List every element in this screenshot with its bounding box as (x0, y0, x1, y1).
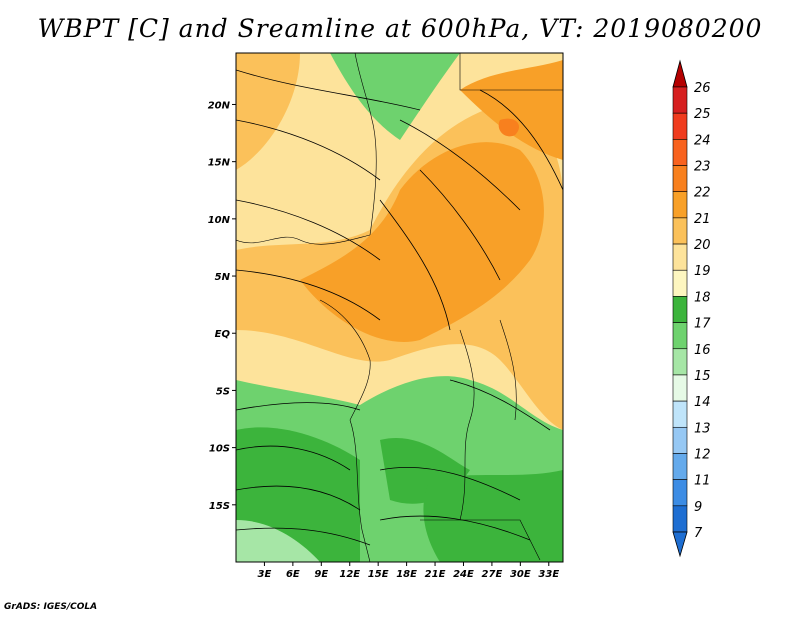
colorbar-swatch (672, 191, 688, 219)
colorbar-swatch (672, 400, 688, 428)
lon-tick-label: 21E (425, 569, 446, 580)
colorbar-level-label: 9 (694, 500, 702, 515)
colorbar-level-label: 16 (694, 343, 711, 358)
colorbar-level-label: 12 (694, 447, 711, 462)
colorbar-level-label: 21 (694, 212, 711, 227)
lon-tick-label: 3E (258, 569, 272, 580)
lat-tick-label: 10N (208, 215, 231, 226)
lon-tick-label: 30E (510, 569, 531, 580)
lon-tick-label: 6E (286, 569, 300, 580)
colorbar-swatch (672, 217, 688, 245)
colorbar-level-label: 26 (694, 81, 711, 96)
colorbar-level-label: 19 (694, 264, 711, 279)
streamlines (236, 69, 563, 546)
wbpt-field (236, 53, 563, 562)
colorbar-swatch (672, 165, 688, 193)
lon-tick-label: 24E (453, 569, 474, 580)
lon-tick-label: 18E (396, 569, 417, 580)
colorbar-level-label: 18 (694, 290, 711, 305)
grads-credit: GrADS: IGES/COLA (4, 602, 98, 612)
colorbar-level-label: 7 (694, 526, 703, 541)
lat-tick-label: 5S (216, 386, 230, 397)
colorbar-top-arrow (672, 59, 688, 88)
lat-tick-label: EQ (215, 329, 231, 340)
lat-tick-label: 20N (208, 100, 231, 111)
lon-tick-label: 27E (482, 569, 503, 580)
colorbar-level-label: 14 (694, 395, 711, 410)
lon-tick-label: 33E (538, 569, 559, 580)
colorbar-level-label: 11 (694, 474, 711, 489)
map-title: WBPT [C] and Sreamline at 600hPa, VT: 20… (37, 14, 763, 43)
lon-tick-label: 9E (314, 569, 328, 580)
lat-tick-label: 15N (208, 158, 231, 169)
colorbar-bottom-arrow (672, 531, 688, 558)
colorbar-swatch (672, 426, 688, 454)
colorbar-level-label: 22 (694, 186, 711, 201)
colorbar-swatch (672, 322, 688, 350)
colorbar-swatch (672, 243, 688, 271)
lat-tick-label: 15S (209, 501, 230, 512)
map-frame (235, 52, 564, 563)
lon-tick-label: 15E (368, 569, 389, 580)
colorbar-swatch (672, 139, 688, 166)
colorbar-swatch (672, 296, 688, 323)
colorbar-swatch (672, 269, 688, 297)
lon-tick-label: 12E (339, 569, 360, 580)
colorbar-swatch (672, 112, 688, 140)
longitude-axis: 3E 6E 9E 12E 15E 18E 21E 24E 27E 30E 33E (258, 562, 559, 580)
colorbar-level-label: 13 (694, 421, 711, 436)
colorbar-swatch (672, 374, 688, 402)
colorbar-level-label: 17 (694, 317, 711, 332)
colorbar-level-label: 24 (694, 133, 711, 148)
country-borders (236, 53, 563, 562)
colorbar-level-label: 15 (694, 369, 711, 384)
colorbar-level-label: 20 (694, 238, 711, 253)
colorbar-level-label: 25 (694, 107, 711, 122)
lat-tick-label: 10S (209, 444, 230, 455)
lat-tick-label: 5N (215, 272, 231, 283)
latitude-axis: 20N 15N 10N 5N EQ 5S 10S 15S (208, 100, 236, 512)
colorbar: 26 25 24 23 22 21 20 19 18 17 16 15 14 13 12 11 9 7 (672, 59, 711, 558)
colorbar-level-label: 23 (694, 160, 711, 175)
colorbar-swatch (672, 505, 688, 533)
colorbar-swatch (672, 348, 688, 376)
colorbar-swatch (672, 479, 688, 507)
colorbar-swatch (672, 86, 688, 114)
colorbar-swatch (672, 453, 688, 480)
